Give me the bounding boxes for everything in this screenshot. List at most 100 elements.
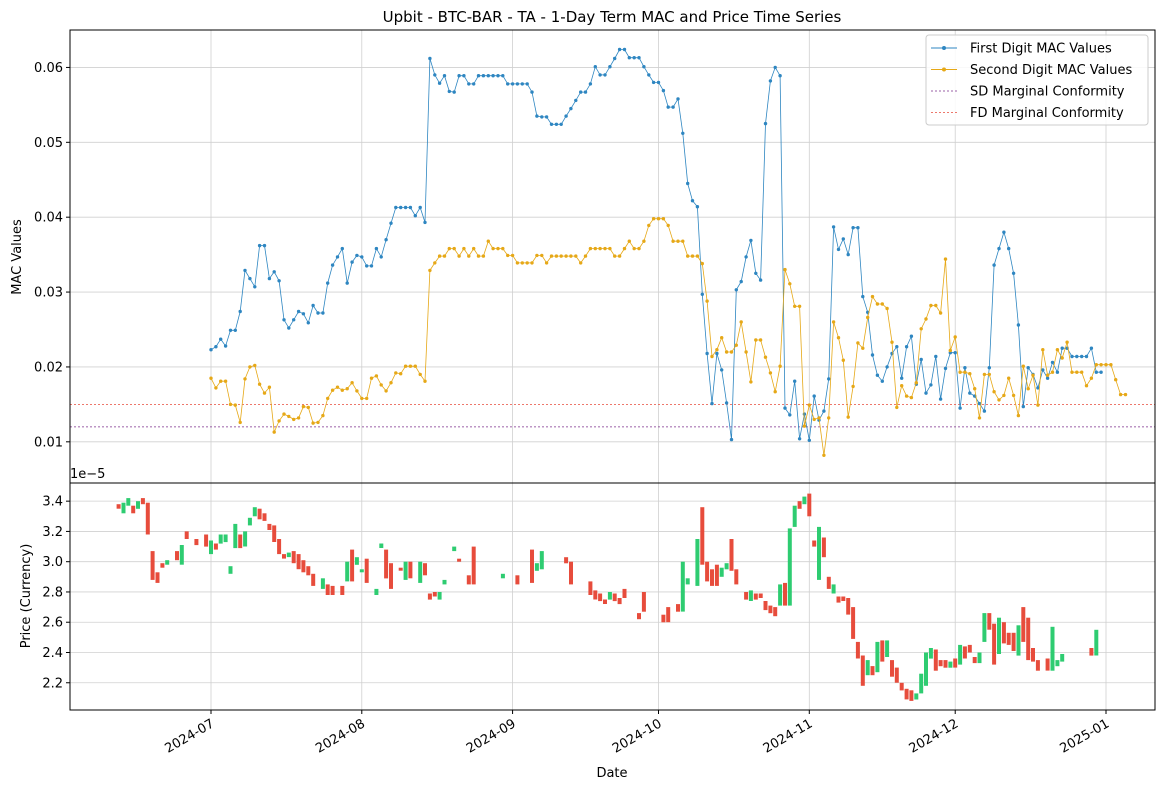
x-tick-label: 2024-07 — [162, 716, 217, 756]
price-candle — [330, 585, 335, 595]
price-candle — [924, 652, 928, 686]
data-point — [802, 412, 807, 416]
price-candle — [748, 590, 753, 601]
data-point — [326, 396, 330, 401]
price-candle — [282, 554, 286, 559]
price-candles — [116, 493, 1099, 701]
data-point — [851, 226, 855, 230]
data-point — [793, 379, 797, 383]
data-point — [734, 343, 738, 347]
price-candle — [1035, 660, 1040, 671]
price-candle — [899, 682, 904, 691]
legend-marker — [942, 46, 946, 50]
price-candle — [350, 549, 355, 582]
price-candle — [179, 545, 184, 565]
data-point — [476, 74, 481, 78]
data-point — [248, 276, 252, 281]
price-candle — [904, 688, 909, 700]
price-candle — [938, 660, 943, 667]
data-point — [233, 328, 237, 332]
data-point — [870, 294, 875, 299]
price-candle — [894, 667, 899, 683]
data-point — [827, 416, 831, 420]
data-point — [1031, 373, 1035, 377]
data-point — [744, 255, 748, 259]
price-candle — [184, 531, 189, 539]
price-candle — [914, 693, 919, 700]
price-candle — [277, 539, 282, 555]
price-candle — [987, 613, 992, 630]
data-point — [355, 389, 359, 393]
price-candle — [345, 561, 350, 582]
price-candle — [243, 531, 248, 547]
data-point — [622, 246, 627, 251]
data-point — [880, 379, 884, 383]
data-point — [472, 82, 476, 86]
price-candle — [661, 614, 666, 623]
price-candle — [145, 502, 150, 535]
price-candle — [136, 501, 140, 509]
price-candle — [768, 605, 773, 614]
legend-label: First Digit MAC Values — [970, 42, 1112, 57]
price-candle — [427, 593, 432, 600]
price-candle — [306, 566, 311, 576]
data-point — [243, 377, 247, 381]
price-candle — [257, 508, 262, 520]
data-point — [340, 246, 344, 251]
data-point — [1099, 363, 1103, 367]
data-point — [914, 381, 918, 385]
data-point — [350, 381, 354, 385]
data-point — [530, 90, 534, 94]
price-candle — [252, 507, 257, 517]
data-point — [598, 73, 602, 77]
data-point — [724, 350, 729, 354]
data-point — [520, 261, 524, 265]
x-tick-label: 2024-10 — [610, 716, 665, 756]
price-candle — [724, 563, 729, 570]
data-point — [209, 348, 213, 352]
price-candle — [126, 498, 131, 506]
price-candle — [948, 661, 953, 668]
data-point — [812, 417, 816, 422]
data-point — [900, 384, 904, 388]
data-point — [744, 350, 748, 354]
data-point — [938, 311, 943, 315]
data-point — [1011, 271, 1016, 275]
price-candle — [617, 598, 622, 605]
price-candle — [121, 502, 126, 514]
price-candle — [247, 517, 252, 526]
data-point — [856, 226, 860, 230]
data-point — [758, 338, 763, 342]
price-candle — [228, 566, 233, 574]
price-candle — [301, 560, 306, 573]
data-point — [1021, 404, 1025, 409]
data-point — [559, 122, 563, 127]
data-point — [642, 65, 646, 69]
data-point — [1026, 387, 1030, 391]
data-point — [467, 254, 471, 258]
data-point — [350, 260, 354, 264]
data-point — [783, 406, 787, 410]
data-point — [1060, 346, 1064, 350]
price-candle — [870, 666, 875, 676]
price-candle — [500, 573, 505, 579]
data-point — [963, 366, 967, 370]
data-point — [209, 376, 213, 380]
data-point — [895, 405, 899, 410]
data-point — [1060, 356, 1064, 360]
price-candle — [1050, 626, 1055, 671]
data-point — [447, 246, 451, 251]
data-point — [768, 79, 773, 83]
data-point — [418, 372, 422, 377]
data-point — [394, 371, 398, 375]
data-point — [311, 421, 315, 425]
data-point — [973, 387, 977, 391]
price-candle — [758, 593, 763, 598]
data-point — [690, 254, 695, 258]
price-candle — [1045, 658, 1050, 671]
data-point — [1002, 230, 1006, 234]
price-candle — [564, 557, 569, 564]
data-point — [831, 320, 836, 324]
price-candle — [1021, 607, 1026, 642]
